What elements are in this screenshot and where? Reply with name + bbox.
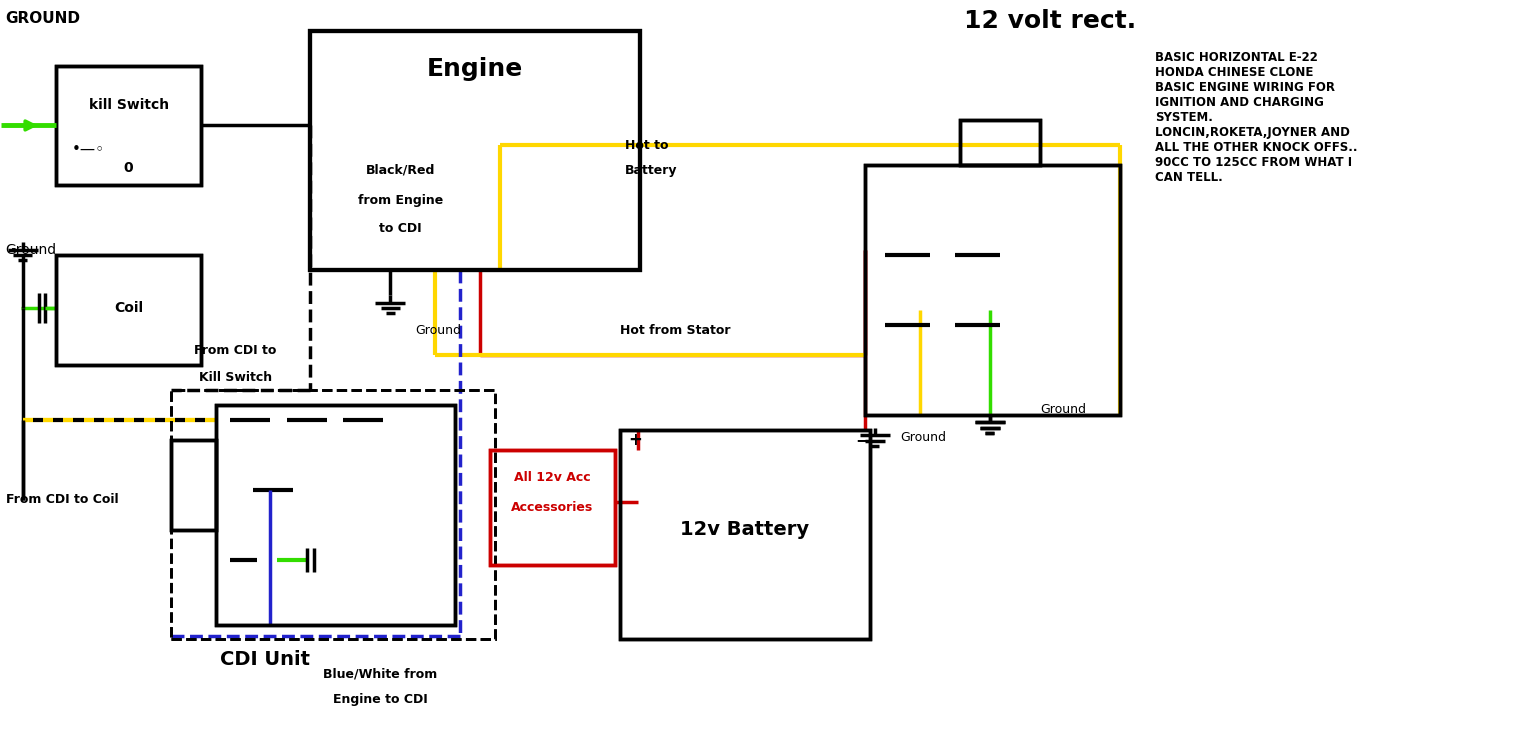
Bar: [55, 255, 200, 365]
Bar: [620, 430, 871, 640]
Text: All 12v Acc: All 12v Acc: [514, 471, 591, 484]
Text: 12v Battery: 12v Battery: [680, 520, 809, 539]
Bar: [215, 405, 455, 625]
Bar: [55, 255, 200, 365]
Bar: [55, 66, 200, 185]
Text: Engine to CDI: Engine to CDI: [332, 693, 428, 706]
Text: CDI Unit: CDI Unit: [220, 650, 311, 669]
Text: Ground: Ground: [1040, 403, 1086, 417]
Bar: [311, 31, 640, 270]
Bar: [960, 121, 1040, 166]
Text: +: +: [628, 431, 641, 449]
Text: •—◦: •—◦: [72, 141, 105, 156]
Text: Black/Red: Black/Red: [366, 164, 435, 177]
Bar: [311, 31, 640, 270]
Bar: [171, 390, 495, 640]
Text: 12 volt rect.: 12 volt rect.: [964, 9, 1135, 32]
Bar: [171, 440, 215, 530]
Bar: [215, 405, 455, 625]
Bar: [171, 390, 495, 640]
Bar: [864, 166, 1120, 415]
Bar: [620, 430, 871, 640]
Bar: [491, 450, 615, 565]
Text: Ground: Ground: [900, 431, 946, 445]
Text: Hot from Stator: Hot from Stator: [620, 324, 731, 336]
Text: −: −: [855, 431, 869, 449]
Text: From CDI to: From CDI to: [194, 344, 277, 356]
Text: from Engine: from Engine: [358, 194, 443, 207]
Text: GROUND: GROUND: [6, 11, 80, 26]
Text: From CDI to Coil: From CDI to Coil: [6, 493, 118, 506]
Text: Battery: Battery: [624, 164, 678, 177]
Text: Blue/White from: Blue/White from: [323, 668, 437, 681]
Text: Engine: Engine: [428, 57, 523, 80]
Text: Kill Switch: Kill Switch: [198, 372, 272, 384]
Text: kill Switch: kill Switch: [89, 99, 169, 113]
Bar: [960, 121, 1040, 166]
Text: BASIC HORIZONTAL E-22
HONDA CHINESE CLONE
BASIC ENGINE WIRING FOR
IGNITION AND C: BASIC HORIZONTAL E-22 HONDA CHINESE CLON…: [1155, 51, 1357, 183]
Text: Ground: Ground: [415, 324, 461, 336]
Bar: [864, 166, 1120, 415]
Text: Coil: Coil: [114, 301, 143, 315]
Text: Accessories: Accessories: [511, 501, 594, 514]
Bar: [171, 440, 215, 530]
Bar: [491, 450, 615, 565]
Text: Hot to: Hot to: [624, 139, 669, 152]
Text: Ground: Ground: [6, 243, 57, 257]
Text: to CDI: to CDI: [378, 222, 421, 235]
Bar: [55, 66, 200, 185]
Text: 0: 0: [123, 161, 134, 175]
